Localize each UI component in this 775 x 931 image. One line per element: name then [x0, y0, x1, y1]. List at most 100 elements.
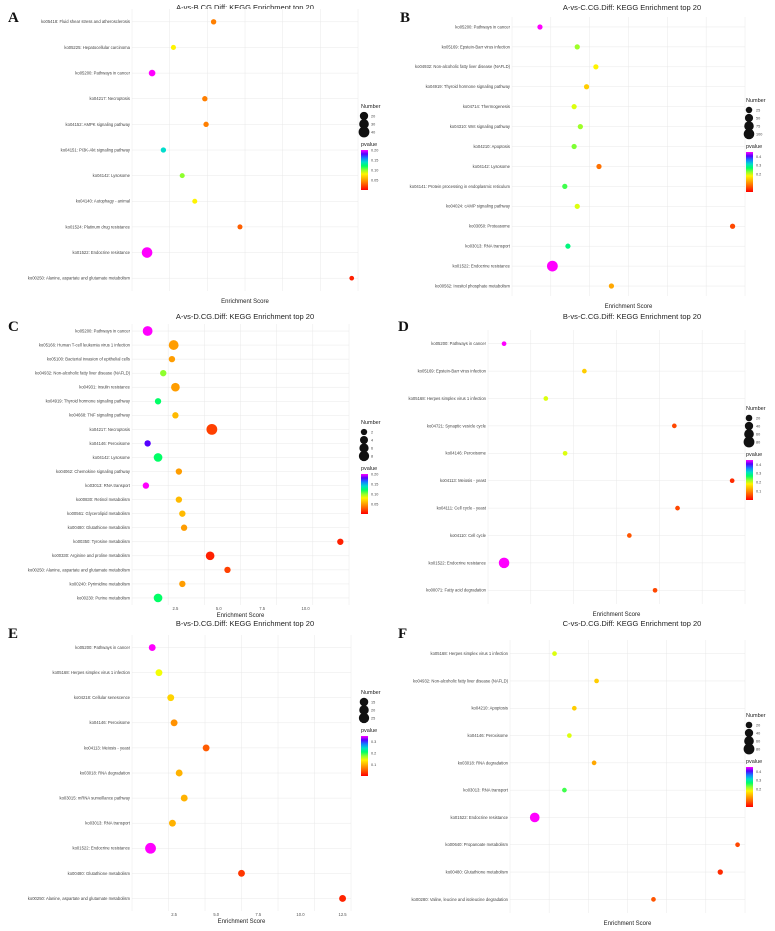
y-tick-label: ko04113: Meiosis - yeast: [84, 745, 131, 750]
panel-a: A A-vs-B.CG.Diff: KEGG Enrichment top 20 k…: [8, 3, 381, 305]
size-legend-label: 80: [756, 748, 760, 752]
data-point: [571, 104, 577, 110]
panel-f: F C-vs-D.CG.Diff: KEGG Enrichment top 20 k…: [398, 619, 766, 927]
color-legend-label: 0.05: [371, 502, 378, 506]
x-axis-title: Enrichment Score: [604, 921, 652, 927]
y-tick-label: ko03013: RNA transport: [463, 788, 509, 793]
x-tick-label: 10.0: [302, 606, 311, 611]
data-point: [160, 147, 167, 153]
color-legend-bar: [361, 150, 368, 190]
y-tick-label: ko04024: cAMP signaling pathway: [446, 204, 511, 209]
x-axis-title: Enrichment Score: [221, 299, 269, 305]
color-legend-label: 0.2: [371, 752, 376, 756]
y-tick-label: ko03013: RNA transport: [85, 483, 131, 488]
y-tick-label: ko04721: Synaptic vesicle cycle: [427, 423, 487, 428]
data-point: [237, 224, 243, 230]
y-tick-label: ko04141: Protein processing in endoplasm…: [410, 184, 511, 189]
data-point: [574, 44, 580, 50]
y-tick-label: ko00480: Glutathione metabolism: [446, 869, 509, 874]
size-legend-label: 60: [756, 433, 760, 437]
x-tick-label: 2.5: [172, 606, 178, 611]
data-point: [210, 19, 217, 25]
data-point: [577, 123, 583, 130]
panel-label: C: [8, 319, 19, 335]
y-tick-label: ko00561: Glycerolipid metabolism: [67, 511, 130, 516]
y-tick-label: ko05200: Pathways in cancer: [75, 328, 130, 333]
panel-title: B-vs-D.CG.Diff: KEGG Enrichment top 20: [176, 619, 314, 628]
data-point: [238, 869, 245, 877]
y-tick-label: ko01524: Platinum drug resistance: [66, 224, 131, 229]
color-legend-label: 0.15: [371, 158, 378, 162]
data-point: [562, 450, 568, 456]
data-point: [192, 198, 198, 204]
y-tick-label: ko04146: Peroxisome: [445, 451, 486, 456]
data-point: [671, 423, 677, 429]
y-tick-label: ko00480: Glutathione metabolism: [68, 871, 131, 876]
y-tick-label: ko05225: Hepatocellular carcinoma: [64, 45, 130, 50]
size-legend-title: Number: [746, 98, 766, 104]
y-tick-label: ko00350: Tyrosine metabolism: [73, 539, 130, 544]
size-legend-key: [359, 443, 369, 453]
size-legend-label: 2: [371, 431, 373, 435]
x-tick-label: 10.0: [296, 912, 305, 917]
size-legend-key: [359, 111, 369, 121]
y-tick-label: ko05168: Herpes simplex virus 1 infectio…: [408, 396, 486, 401]
data-point: [498, 557, 510, 569]
y-tick-label: ko03050: Proteasome: [469, 224, 511, 229]
y-tick-label: ko04142: Lysosome: [473, 164, 511, 169]
y-tick-label: ko00640: Propanoate metabolism: [445, 842, 508, 847]
data-point: [202, 744, 210, 752]
data-point: [596, 163, 602, 170]
size-legend-key: [745, 721, 753, 729]
data-point: [735, 842, 740, 848]
color-legend-label: 0.1: [756, 490, 761, 494]
panel-title: C-vs-D.CG.Diff: KEGG Enrichment top 20: [563, 619, 702, 628]
data-point: [179, 173, 185, 179]
y-tick-label: ko05200: Pathways in cancer: [75, 645, 130, 650]
color-legend-bar: [746, 460, 753, 500]
y-tick-label: ko03018: RNA degradation: [458, 760, 509, 765]
size-legend-label: 40: [371, 131, 375, 135]
data-point: [153, 453, 163, 462]
y-tick-label: ko05418: Fluid shear stress and atherosc…: [41, 19, 130, 24]
data-point: [205, 551, 215, 561]
y-tick-label: ko05168: Herpes simplex virus 1 infectio…: [430, 651, 508, 656]
size-legend-label: 80: [756, 441, 760, 445]
size-legend-title: Number: [361, 690, 381, 696]
size-legend-label: 60: [756, 740, 760, 744]
color-legend-label: 0.2: [756, 481, 761, 485]
data-point: [224, 566, 231, 574]
y-tick-label: ko04111: Cell cycle - yeast: [437, 506, 487, 511]
size-legend-key: [744, 121, 754, 131]
color-legend-label: 0.4: [756, 463, 761, 467]
color-legend-label: 0.1: [371, 763, 376, 767]
size-legend-key: [360, 428, 368, 436]
y-tick-label: ko05200: Pathways in cancer: [431, 341, 486, 346]
y-tick-label: ko04151: PI3K-Akt signaling pathway: [61, 147, 131, 152]
y-tick-label: ko00830: Retinol metabolism: [76, 497, 131, 502]
data-point: [729, 478, 735, 484]
size-legend-label: 40: [756, 732, 760, 736]
color-legend-label: 0.20: [371, 472, 378, 476]
data-point: [145, 842, 156, 854]
x-tick-label: 5.0: [216, 606, 222, 611]
color-legend-label: 0.10: [371, 492, 378, 496]
x-axis-title: Enrichment Score: [593, 612, 641, 618]
y-tick-label: ko05166: Human T-cell leukemia virus 1 i…: [39, 342, 131, 347]
color-legend-bar: [746, 767, 753, 807]
y-tick-label: ko05200: Pathways in cancer: [455, 24, 510, 29]
data-point: [155, 669, 163, 677]
data-point: [717, 869, 723, 875]
color-legend-label: 0.3: [756, 164, 761, 168]
panel-label: F: [398, 626, 407, 642]
y-tick-label: ko00240: Pyrimidine metabolism: [69, 581, 130, 586]
panel-title: B-vs-C.CG.Diff: KEGG Enrichment top 20: [563, 312, 701, 321]
color-legend-label: 0.10: [371, 168, 378, 172]
color-legend-bar: [361, 736, 368, 776]
data-point: [170, 44, 176, 50]
y-tick-label: ko04932: Non-alcoholic fatty liver disea…: [413, 678, 509, 683]
size-legend-label: 100: [756, 133, 762, 137]
data-point: [153, 593, 163, 603]
data-point: [206, 423, 218, 435]
data-point: [562, 787, 567, 793]
